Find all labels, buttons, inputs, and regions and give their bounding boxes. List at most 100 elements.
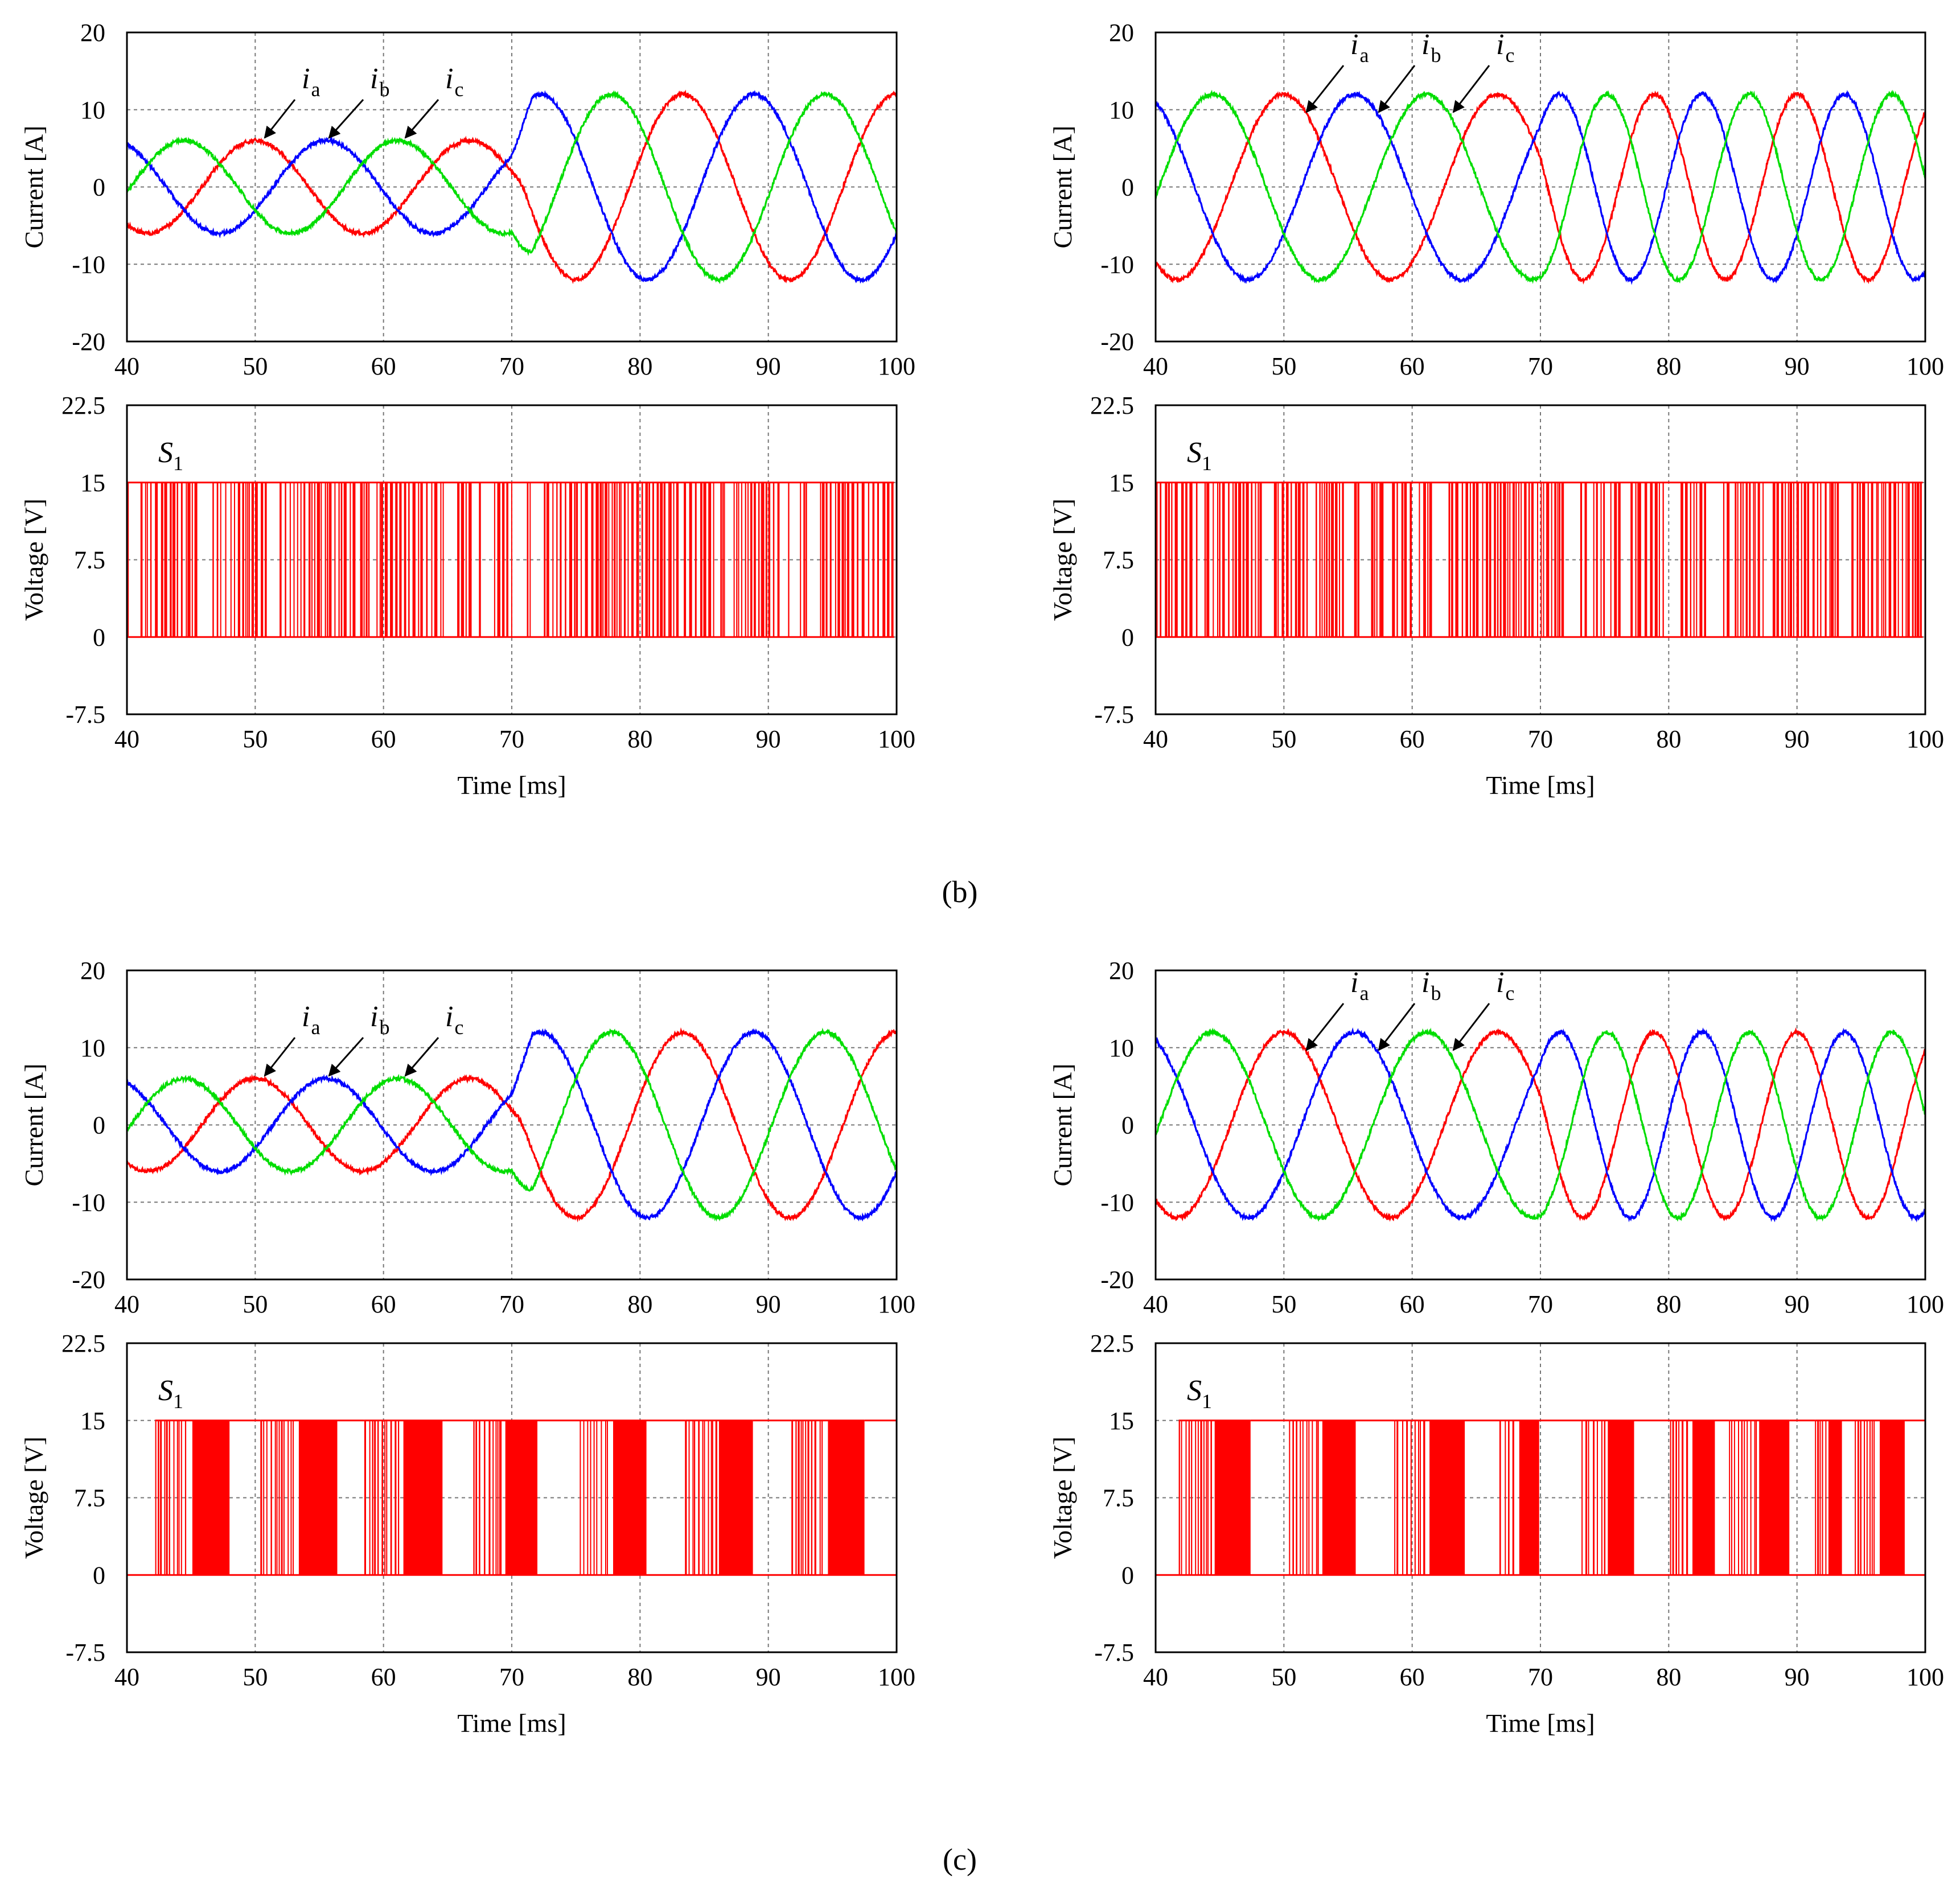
b-left-voltage-pulse — [245, 482, 246, 637]
b-right-voltage-pulse — [1831, 482, 1834, 637]
c-right-voltage-pulse — [1418, 1420, 1419, 1575]
b-left-voltage-pulse — [300, 482, 302, 637]
c-left-voltage-pulse — [372, 1420, 373, 1575]
c-left-current-ytick: 0 — [93, 1112, 105, 1139]
b-left-voltage-pulse — [461, 482, 465, 637]
b-left-voltage-ytick: 15 — [80, 469, 105, 497]
b-right-voltage-pulse — [1217, 482, 1218, 637]
b-right-voltage-pulse — [1905, 482, 1907, 637]
b-right-voltage-pulse — [1419, 482, 1420, 637]
b-right-voltage-pulse — [1401, 482, 1404, 637]
b-left-voltage-pulse — [314, 482, 315, 637]
c-right-voltage-pulse — [1312, 1420, 1313, 1575]
b-right-voltage-pulse — [1859, 482, 1861, 637]
b-right-voltage-pulse — [1745, 482, 1748, 637]
b-left-voltage-ytick: 7.5 — [74, 546, 105, 574]
c-left-current-xtick: 100 — [878, 1290, 915, 1318]
b-right-voltage-pulse — [1735, 482, 1737, 637]
b-left-voltage-plot-frame — [126, 404, 898, 715]
c-left-voltage-pulse — [290, 1420, 292, 1575]
b-left-voltage-pulse — [574, 482, 576, 637]
b-right-voltage-pulse — [1339, 482, 1341, 637]
b-left-voltage-pulse — [877, 482, 879, 637]
b-left-voltage-pulse — [242, 482, 244, 637]
b-left-current-series-ia — [126, 89, 898, 285]
b-right-voltage-pulse — [1222, 482, 1225, 637]
b-right-voltage-pulse — [1455, 482, 1458, 637]
c-left-voltage-pulse — [505, 1420, 537, 1575]
c-left-voltage-ytick: -7.5 — [65, 1639, 105, 1666]
b-left-voltage-pulse — [363, 482, 365, 637]
b-left-voltage-pulse — [887, 482, 890, 637]
b-right-voltage-ytick: 7.5 — [1103, 546, 1134, 574]
b-right-voltage-pulse — [1297, 482, 1301, 637]
c-left-voltage-pulse — [718, 1420, 753, 1575]
c-right-voltage-pulse — [1857, 1420, 1859, 1575]
c-right-voltage-pulse — [1860, 1420, 1862, 1575]
b-right-voltage-pulse — [1543, 482, 1544, 637]
b-left-current-label-ia: ia — [302, 63, 320, 101]
c-right-voltage-pulse — [1508, 1420, 1510, 1575]
c-right-voltage-xtick: 70 — [1528, 1663, 1553, 1691]
c-right-voltage-pulse — [1188, 1420, 1190, 1575]
c-left-voltage-pulse — [395, 1420, 397, 1575]
b-left-voltage-pulse — [602, 482, 604, 637]
b-right-voltage-pulse — [1515, 482, 1517, 637]
c-right-voltage-pulse — [1406, 1420, 1408, 1575]
b-left-voltage-pulse — [376, 482, 378, 637]
c-left-voltage-pulse — [381, 1420, 384, 1575]
c-right-voltage-pulse — [1733, 1420, 1735, 1575]
b-right-voltage-pulse — [1219, 482, 1221, 637]
b-left-voltage-pulse — [820, 482, 821, 637]
c-left-voltage-pulse — [590, 1420, 591, 1575]
b-left-voltage-pulse — [350, 482, 351, 637]
b-right-voltage-pulse — [1851, 482, 1854, 637]
b-left-voltage-pulse — [237, 482, 240, 637]
c-right-voltage-pulse — [1512, 1420, 1514, 1575]
c-left-voltage-pulse — [180, 1420, 182, 1575]
b-left-voltage-pulse — [506, 482, 508, 637]
b-right-voltage-pulse — [1392, 482, 1395, 637]
c-left-voltage-pulse — [479, 1420, 480, 1575]
b-left-current-ytick: 10 — [80, 96, 105, 124]
b-right-voltage-pulse — [1812, 482, 1815, 637]
b-left-voltage-pulse — [676, 482, 679, 637]
b-left-voltage-pulse — [145, 482, 146, 637]
c-right-current-label-ib: ib — [1421, 966, 1441, 1005]
b-right-voltage-pulse — [1781, 482, 1784, 637]
b-right-voltage-pulse — [1630, 482, 1633, 637]
b-left-voltage-pulse — [614, 482, 616, 637]
b-right-current-ytick: -10 — [1100, 250, 1134, 278]
b-left-voltage-pulse — [788, 482, 790, 637]
b-right-voltage-pulse — [1232, 482, 1234, 637]
c-right-voltage-pulse — [1741, 1420, 1743, 1575]
c-left-voltage-ytick: 0 — [93, 1561, 105, 1589]
b-left-voltage-xtick: 70 — [499, 725, 524, 753]
b-left-voltage-pulse — [140, 482, 143, 637]
b-left-voltage-xtick: 50 — [243, 725, 268, 753]
b-right-voltage-pulse — [1834, 482, 1836, 637]
b-right-voltage-pulse — [1469, 482, 1471, 637]
b-right-voltage-pulse — [1856, 482, 1859, 637]
c-right-voltage-xtick: 50 — [1271, 1663, 1296, 1691]
c-left-voltage-pulse — [281, 1420, 283, 1575]
c-right-voltage-pulse — [1214, 1420, 1251, 1575]
c-right-voltage-chart: 40 50 60 70 80 90 100 22.5 15 7.5 0 -7.5 Voltage [V]… — [1048, 1330, 1944, 1738]
b-right-voltage-ytick: 0 — [1121, 623, 1134, 651]
b-right-voltage-pulse — [1427, 482, 1429, 637]
b-left-current-xtick: 90 — [756, 352, 781, 380]
b-left-voltage-pulse — [399, 482, 402, 637]
b-right-voltage-pulse — [1742, 482, 1744, 637]
b-left-voltage-pulse — [560, 482, 562, 637]
b-right-current-label-ib: ib — [1421, 28, 1441, 67]
c-left-voltage-ytick: 7.5 — [74, 1484, 105, 1512]
b-right-voltage-pulse — [1342, 482, 1344, 637]
b-left-voltage-ytick: -7.5 — [65, 701, 105, 729]
b-right-current-plot-frame — [1154, 31, 1926, 343]
c-left-current-arrow-ia — [264, 1037, 296, 1077]
c-right-voltage-pulse — [1754, 1420, 1756, 1575]
b-right-voltage-pulse — [1195, 482, 1198, 637]
c-right-voltage-pulse — [1207, 1420, 1209, 1575]
c-left-voltage-pulse — [176, 1420, 178, 1575]
